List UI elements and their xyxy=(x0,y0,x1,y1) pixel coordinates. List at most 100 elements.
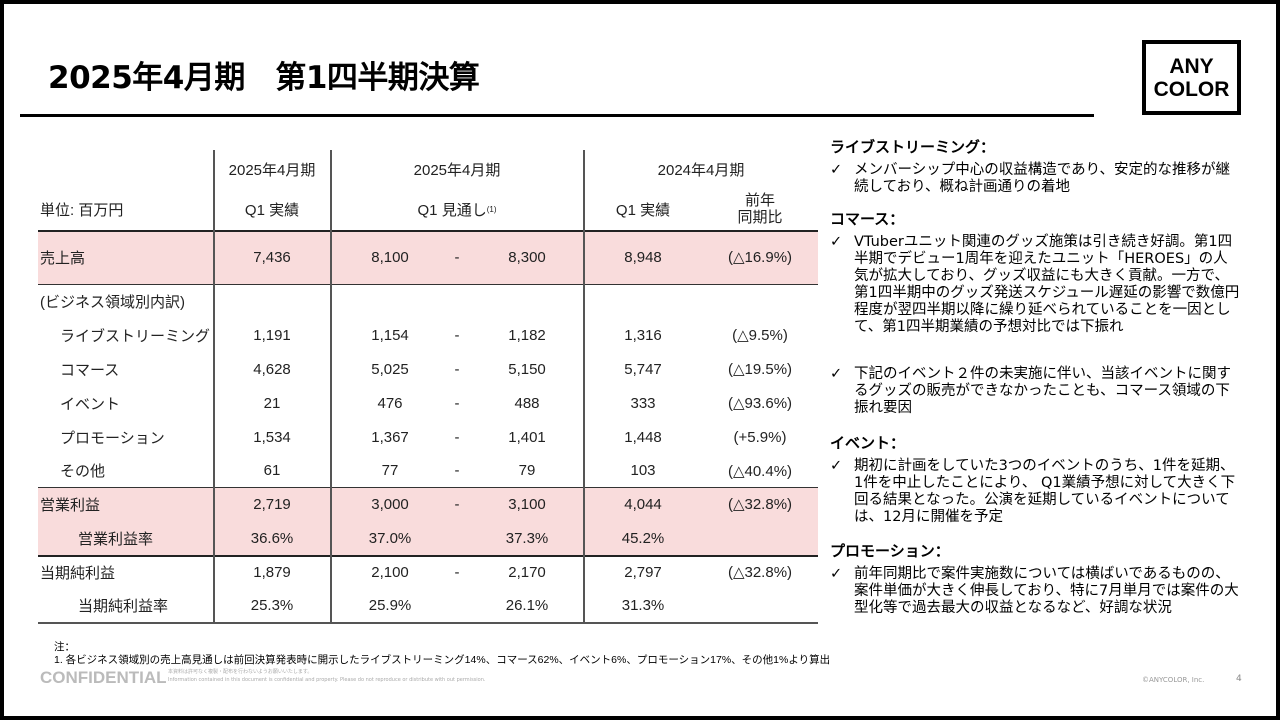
cell-low: 3,000 xyxy=(371,495,409,513)
cell-actual: 1,534 xyxy=(253,428,291,446)
column-divider xyxy=(583,150,585,622)
table-row: 売上高 7,436 8,100 - 8,300 8,948 (△16.9%) xyxy=(38,230,818,284)
cell-low: 1,367 xyxy=(371,428,409,446)
bullet-text: 期初に計画をしていた3つのイベントのうち、1件を延期、1件を中止したことにより、… xyxy=(854,458,1236,525)
table-row: 営業利益 2,719 3,000 - 3,100 4,044 (△32.8%) xyxy=(38,487,818,521)
header-row-sub: 単位: 百万円 Q1 実績 Q1 見通し (1) Q1 実績 前年 同期比 xyxy=(38,188,818,230)
cell-prev: 4,044 xyxy=(624,495,662,513)
bullet-item: ✓ 下記のイベント２件の未実施に伴い、当該イベントに関するグッズの販売ができなかっ… xyxy=(830,366,1240,417)
table-rule xyxy=(38,230,818,232)
cell-low: 77 xyxy=(381,462,399,479)
notes-heading: 注： xyxy=(54,641,75,653)
col3-sub: Q1 実績 xyxy=(615,201,671,219)
row-label: (ビジネス領域別内訳) xyxy=(40,293,185,311)
row-label: ライブストリーミング xyxy=(60,327,211,345)
cell-prev: 2,797 xyxy=(624,563,662,581)
row-label: 当期純利益率 xyxy=(78,598,169,615)
cell-high: 488 xyxy=(514,394,540,412)
cell-actual: 4,628 xyxy=(253,360,291,378)
cell-high: 1,401 xyxy=(508,428,546,446)
row-label: コマース xyxy=(60,361,120,379)
table-row: ライブストリーミング 1,191 1,154 - 1,182 1,316 (△9.5%) xyxy=(38,318,818,352)
table-rule xyxy=(38,487,818,488)
cell-dash: - xyxy=(454,326,460,344)
cell-prev: 5,747 xyxy=(624,360,662,378)
cell-actual: 7,436 xyxy=(253,248,291,266)
cell-yoy: (△32.8%) xyxy=(727,564,793,581)
col4-sub-line: 同期比 xyxy=(737,209,783,226)
table-row: 当期純利益 1,879 2,100 - 2,170 2,797 (△32.8%) xyxy=(38,555,818,589)
table-rule xyxy=(38,555,818,557)
table-rule xyxy=(38,622,818,624)
cell-high: 8,300 xyxy=(508,248,546,266)
cell-prev: 103 xyxy=(630,462,656,479)
col2-sub: Q1 見通し (1) xyxy=(418,188,497,230)
checkmark-icon: ✓ xyxy=(830,162,843,178)
bullet-item: ✓ VTuberユニット関連のグッズ施策は引き続き好調。第1四半期でデビュー1周年… xyxy=(830,234,1240,336)
checkmark-icon: ✓ xyxy=(830,234,843,250)
page-title: 2025年4月期 第1四半期決算 xyxy=(48,60,480,96)
notice-jp: 本資料は許可なく複製・配布を行わないようお願いいたします。 xyxy=(168,669,313,675)
cell-high: 5,150 xyxy=(508,360,546,378)
logo-line1: ANY xyxy=(1169,54,1214,78)
table-row: コマース 4,628 5,025 - 5,150 5,747 (△19.5%) xyxy=(38,352,818,386)
table-row: イベント 21 476 - 488 333 (△93.6%) xyxy=(38,386,818,420)
checkmark-icon: ✓ xyxy=(830,458,843,474)
cell-high: 1,182 xyxy=(508,326,546,344)
confidential-label: CONFIDENTIAL xyxy=(40,668,167,687)
col4-sub: 前年 同期比 xyxy=(737,188,782,230)
footnotes: 注： 1. 各ビジネス領域別の売上高見通しは前回決算発表時に開示したライブストリ… xyxy=(54,641,830,667)
checkmark-icon: ✓ xyxy=(830,366,843,382)
cell-dash: - xyxy=(454,360,460,378)
row-label: 営業利益 xyxy=(40,496,101,514)
cell-prev: 1,448 xyxy=(624,428,662,446)
row-label: イベント xyxy=(60,395,121,413)
cell-actual: 1,879 xyxy=(253,563,291,581)
row-label: 当期純利益 xyxy=(40,564,116,582)
bullet-text: 前年同期比で案件実施数については横ばいであるものの、案件単価が大きく伸長しており… xyxy=(854,566,1239,616)
column-divider xyxy=(330,150,332,622)
cell-prev: 333 xyxy=(630,394,656,412)
section-heading: プロモーション： xyxy=(830,542,950,560)
cell-low: 1,154 xyxy=(371,326,409,344)
cell-actual: 61 xyxy=(263,462,281,479)
cell-high: 26.1% xyxy=(505,597,549,614)
table-row: 当期純利益率 25.3% 25.9% 26.1% 31.3% xyxy=(38,589,818,622)
column-divider xyxy=(213,150,215,622)
table-row: (ビジネス領域別内訳) xyxy=(38,284,818,318)
col2-period: 2025年4月期 xyxy=(413,161,501,179)
unit-label: 単位: 百万円 xyxy=(40,201,124,219)
cell-dash: - xyxy=(454,248,460,266)
note-1: 1. 各ビジネス領域別の売上高見通しは前回決算発表時に開示したライブストリーミン… xyxy=(54,654,831,666)
table-row: プロモーション 1,534 1,367 - 1,401 1,448 (+5.9%) xyxy=(38,420,818,454)
cell-high: 37.3% xyxy=(505,529,549,547)
cell-yoy: (△32.8%) xyxy=(727,496,793,513)
table-row: その他 61 77 - 79 103 (△40.4%) xyxy=(38,454,818,487)
cell-high: 79 xyxy=(518,462,536,479)
cell-prev: 45.2% xyxy=(621,529,665,547)
page-number: 4 xyxy=(1236,674,1242,684)
cell-low: 2,100 xyxy=(371,563,409,581)
section-heading: イベント： xyxy=(830,434,906,452)
bullet-item: ✓ メンバーシップ中心の収益構造であり、安定的な推移が継続しており、概ね計画通りの… xyxy=(830,162,1240,196)
section-heading: ライブストリーミング： xyxy=(830,138,996,156)
cell-low: 5,025 xyxy=(371,360,409,378)
cell-actual: 36.6% xyxy=(250,529,294,547)
col1-period: 2025年4月期 xyxy=(228,161,316,179)
cell-low: 37.0% xyxy=(368,529,412,547)
table-rule xyxy=(38,284,818,285)
col4-sub-line: 前年 xyxy=(744,192,776,209)
section-heading: コマース： xyxy=(830,210,905,228)
col1-sub: Q1 実績 xyxy=(244,201,300,219)
confidential-notice: 本資料は許可なく複製・配布を行わないようお願いいたします。 Information… xyxy=(168,668,485,684)
anycolor-logo: ANY COLOR xyxy=(1142,40,1241,115)
cell-actual: 25.3% xyxy=(250,597,294,614)
col3-period: 2024年4月期 xyxy=(657,161,745,179)
bullet-text: メンバーシップ中心の収益構造であり、安定的な推移が継続しており、概ね計画通りの着… xyxy=(854,162,1230,195)
footnote-ref: (1) xyxy=(486,204,497,214)
cell-yoy: (△9.5%) xyxy=(732,327,788,344)
cell-high: 3,100 xyxy=(508,495,546,513)
slide: 2025年4月期 第1四半期決算 ANY COLOR 2025年4月期 2025年4… xyxy=(4,4,1276,716)
logo-line2: COLOR xyxy=(1153,77,1230,101)
cell-yoy: (△16.9%) xyxy=(727,249,793,266)
